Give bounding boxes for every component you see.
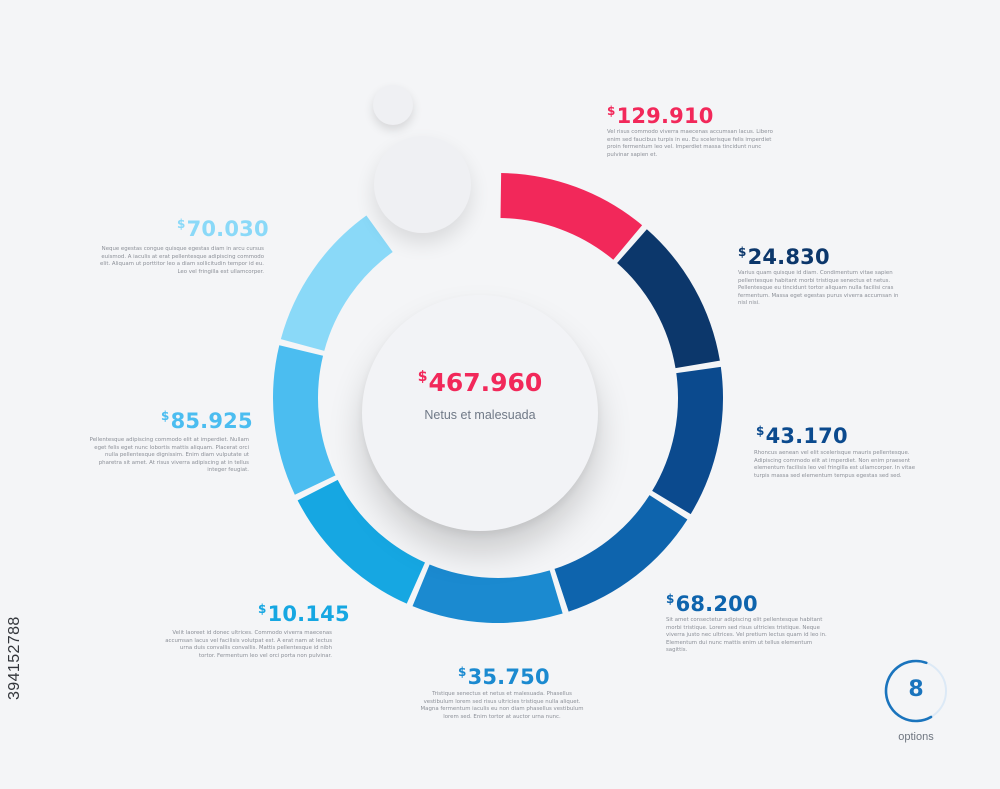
options-count: 8 (908, 677, 924, 702)
segment-value-6: $10.145 (258, 602, 350, 626)
donut-segment-4 (554, 495, 688, 612)
segment-value-8: $70.030 (177, 217, 269, 241)
segment-value-4: $68.200 (666, 592, 758, 616)
decorative-bubble-large (374, 136, 471, 233)
segment-description-6: Velit laoreet id donec ultrices. Commodo… (165, 630, 332, 659)
donut-segment-1 (500, 173, 643, 260)
donut-center-disc (362, 295, 598, 531)
segment-description-4: Sit amet consectetur adipiscing elit pel… (666, 617, 827, 654)
stock-id-watermark: 394152788 (6, 616, 23, 700)
options-badge-ring (884, 659, 947, 723)
segment-value-7: $85.925 (161, 409, 253, 433)
segment-description-3: Rhoncus aenean vel elit scelerisque maur… (754, 450, 916, 479)
decorative-bubble-small (373, 85, 413, 125)
segment-description-2: Varius quam quisque id diam. Condimentum… (738, 270, 899, 307)
donut-segment-2 (617, 229, 720, 369)
donut-segment-7 (273, 345, 336, 495)
segment-description-8: Neque egestas congue quisque egestas dia… (100, 246, 264, 275)
segment-value-1: $129.910 (607, 104, 714, 128)
segment-description-7: Pellentesque adipiscing commodo elit at … (89, 437, 249, 474)
total-value: $467.960 (417, 368, 543, 397)
segment-value-3: $43.170 (756, 424, 848, 448)
donut-segment-5 (412, 564, 563, 623)
total-subtitle: Netus et malesuada (424, 408, 536, 422)
segment-value-2: $24.830 (738, 245, 830, 269)
donut-segment-6 (297, 479, 426, 604)
segment-value-5: $35.750 (458, 665, 550, 689)
segment-description-5: Tristique senectus et netus et malesuada… (420, 691, 584, 720)
donut-segment-3 (652, 366, 724, 515)
donut-segment-8 (280, 215, 393, 351)
options-label: options (898, 731, 934, 743)
segment-description-1: Vel risus commodo viverra maecenas accum… (607, 129, 773, 158)
